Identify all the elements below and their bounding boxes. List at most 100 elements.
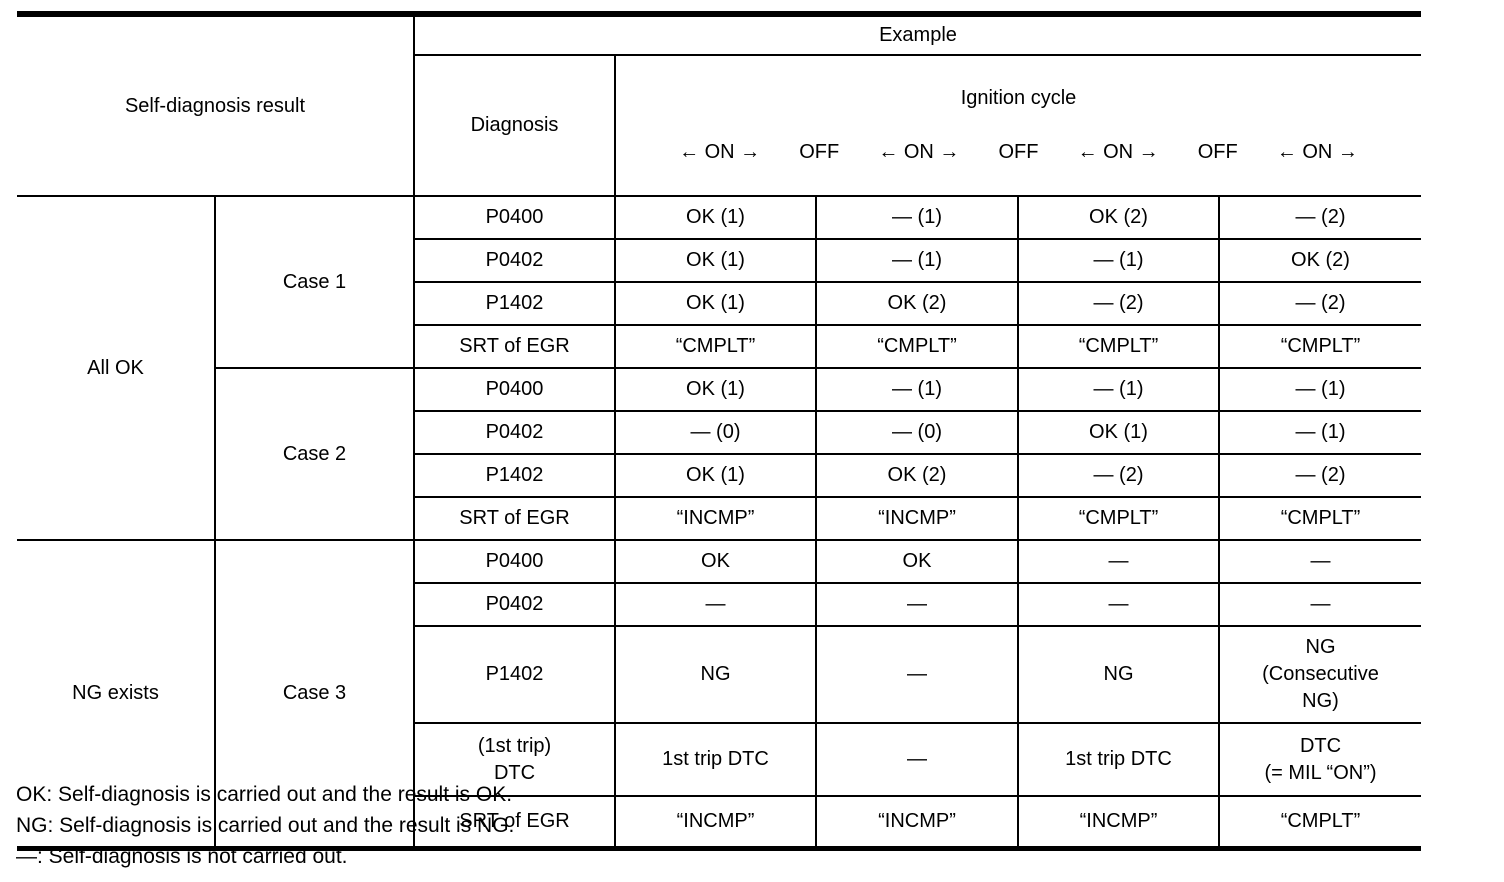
value-cell: NG	[614, 625, 817, 724]
value-cell: — (1)	[815, 195, 1019, 240]
legend-note-dash: —: Self-diagnosis is not carried out.	[16, 845, 348, 868]
value-cell: OK (2)	[815, 453, 1019, 498]
result-group-cell: NG exists	[16, 539, 216, 847]
value-cell: — (0)	[614, 410, 817, 455]
ignition-on-label: ← ON →	[1276, 141, 1358, 163]
diagnosis-cell: P0400	[413, 195, 616, 240]
value-cell: OK (1)	[614, 238, 817, 283]
value-cell: OK (2)	[815, 281, 1019, 326]
ignition-on-label: ← ON →	[1077, 141, 1159, 163]
value-cell: — (1)	[815, 238, 1019, 283]
value-cell: OK (2)	[1217, 238, 1423, 283]
value-cell: —	[815, 582, 1019, 627]
value-cell: OK (1)	[614, 195, 817, 240]
table-row: P0402 — (0) — (0) OK (1) — (1)	[17, 410, 1423, 455]
diagnosis-cell: SRT of EGR	[413, 324, 616, 369]
diagnosis-cell: P0402	[413, 238, 616, 283]
diagnosis-cell: P1402	[413, 625, 616, 724]
table-row: SRT of EGR “CMPLT” “CMPLT” “CMPLT” “CMPL…	[17, 324, 1423, 369]
value-cell: —	[1217, 582, 1423, 627]
value-cell: “INCMP”	[815, 496, 1019, 541]
result-group-cell: All OK	[16, 195, 216, 541]
legend-note-ok: OK: Self-diagnosis is carried out and th…	[16, 783, 513, 806]
table-row: P0402 — — — —	[17, 582, 1423, 627]
legend-notes: OK: Self-diagnosis is carried out and th…	[16, 779, 514, 872]
value-cell: — (2)	[1017, 281, 1220, 326]
table-row: P1402 OK (1) OK (2) — (2) — (2)	[17, 453, 1423, 498]
value-cell: —	[1217, 539, 1423, 584]
value-cell: “CMPLT”	[1017, 324, 1220, 369]
diagnosis-cell: P1402	[413, 453, 616, 498]
value-cell: OK	[815, 539, 1019, 584]
ignition-off-label: OFF	[1197, 141, 1238, 163]
value-cell: “INCMP”	[815, 795, 1019, 847]
ignition-cycle-timeline: ← ON → ← ON → ← ON → ← ON → OFF OFF OFF	[620, 139, 1417, 166]
diagnosis-header: Diagnosis	[413, 54, 616, 197]
table-row: P0402 OK (1) — (1) — (1) OK (2)	[17, 238, 1423, 283]
value-cell: OK (2)	[1017, 195, 1220, 240]
value-cell: “CMPLT”	[1217, 795, 1423, 847]
diagnosis-cell: P0402	[413, 582, 616, 627]
diagnosis-cell: P1402	[413, 281, 616, 326]
value-cell: — (2)	[1217, 453, 1423, 498]
value-cell: NG	[1017, 625, 1220, 724]
table-row: NG exists Case 3 P0400 OK OK — —	[16, 539, 1423, 847]
table-row: SRT of EGR “INCMP” “INCMP” “INCMP” “CMPL…	[17, 795, 1423, 847]
value-cell: OK	[614, 539, 817, 584]
value-cell: — (1)	[815, 367, 1019, 412]
table-row: All OK Case 1 P0400 OK (1) — (1) OK (2) …	[16, 195, 1423, 541]
diagnosis-cell: P0400	[413, 367, 616, 412]
value-cell: —	[815, 625, 1019, 724]
table-row: (1st trip) DTC 1st trip DTC — 1st trip D…	[17, 722, 1423, 797]
value-cell: OK (1)	[614, 367, 817, 412]
diagnosis-cell: SRT of EGR	[413, 496, 616, 541]
table-row: Case 2 P0400 OK (1) — (1) — (1) — (1)	[17, 367, 1423, 541]
value-cell: 1st trip DTC	[614, 722, 817, 797]
diagnosis-cell: (1st trip) DTC	[413, 722, 616, 797]
value-cell: — (1)	[1217, 410, 1423, 455]
ignition-cycle-header: Ignition cycle ← ON → ← ON → ← ON → ← ON…	[613, 54, 1423, 197]
value-cell: NG (Consecutive NG)	[1217, 625, 1423, 724]
value-cell: —	[1017, 582, 1220, 627]
value-cell: “CMPLT”	[1217, 496, 1423, 541]
value-cell: — (1)	[1017, 367, 1220, 412]
value-cell: “INCMP”	[614, 496, 817, 541]
self-diagnosis-table-frame: Self-diagnosis result Example Diagnosis …	[16, 11, 1423, 851]
value-cell: OK (1)	[614, 281, 817, 326]
value-cell: OK (1)	[1017, 410, 1220, 455]
ignition-cycle-label: Ignition cycle	[960, 87, 1077, 109]
table-row: P1402 OK (1) OK (2) — (2) — (2)	[17, 281, 1423, 326]
table-row: SRT of EGR “INCMP” “INCMP” “CMPLT” “CMPL…	[17, 496, 1423, 541]
ignition-on-label: ← ON →	[679, 141, 761, 163]
table-row: P1402 NG — NG NG (Consecutive NG)	[17, 625, 1423, 724]
self-diagnosis-result-header: Self-diagnosis result	[16, 16, 415, 197]
value-cell: “CMPLT”	[1017, 496, 1220, 541]
value-cell: — (2)	[1017, 453, 1220, 498]
value-cell: DTC (= MIL “ON”)	[1217, 722, 1423, 797]
legend-note-ng: NG: Self-diagnosis is carried out and th…	[16, 814, 515, 837]
value-cell: —	[1017, 539, 1220, 584]
ignition-off-label: OFF	[998, 141, 1039, 163]
case-cell: Case 3	[214, 539, 415, 847]
diagnosis-cell: P0402	[413, 410, 616, 455]
case-cell: Case 2	[214, 367, 415, 541]
example-header: Example	[412, 16, 1423, 56]
value-cell: “INCMP”	[614, 795, 817, 847]
value-cell: — (1)	[1217, 367, 1423, 412]
diagnosis-cell: SRT of EGR	[413, 795, 616, 847]
value-cell: — (0)	[815, 410, 1019, 455]
value-cell: “CMPLT”	[1217, 324, 1423, 369]
value-cell: “CMPLT”	[614, 324, 817, 369]
diagnosis-cell: P0400	[413, 539, 616, 584]
self-diagnosis-table: Self-diagnosis result Example Diagnosis …	[16, 16, 1423, 847]
value-cell: —	[815, 722, 1019, 797]
value-cell: — (2)	[1217, 281, 1423, 326]
value-cell: “CMPLT”	[815, 324, 1019, 369]
value-cell: OK (1)	[614, 453, 817, 498]
value-cell: — (2)	[1217, 195, 1423, 240]
value-cell: “INCMP”	[1017, 795, 1220, 847]
value-cell: 1st trip DTC	[1017, 722, 1220, 797]
value-cell: —	[614, 582, 817, 627]
ignition-off-label: OFF	[799, 141, 840, 163]
value-cell: — (1)	[1017, 238, 1220, 283]
